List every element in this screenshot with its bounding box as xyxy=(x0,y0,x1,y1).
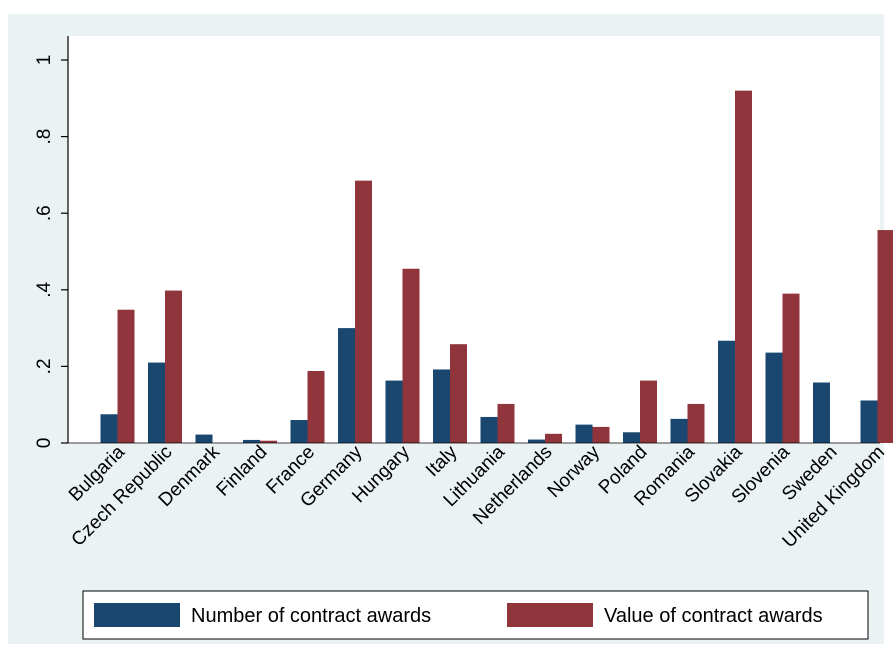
y-tick-label: .8 xyxy=(34,129,55,145)
bar-number xyxy=(386,381,403,443)
bar-number xyxy=(196,435,213,443)
y-tick-label: 0 xyxy=(34,438,55,449)
bar-value xyxy=(640,381,657,443)
bar-number xyxy=(481,417,498,443)
bar-value xyxy=(355,181,372,443)
bar-value xyxy=(308,371,325,443)
bar-number xyxy=(338,328,355,443)
y-tick-label: 1 xyxy=(34,55,55,66)
bar-value xyxy=(783,294,800,443)
bar-value xyxy=(165,291,182,443)
y-tick-label: .2 xyxy=(34,358,55,374)
legend-label-number: Number of contract awards xyxy=(191,605,431,627)
bar-number xyxy=(101,414,118,443)
legend-swatch-number xyxy=(94,603,180,627)
legend-label-value: Value of contract awards xyxy=(604,605,823,627)
bar-value xyxy=(403,269,420,443)
bar-number xyxy=(718,341,735,443)
bar-number xyxy=(766,353,783,443)
bar-value xyxy=(593,427,610,443)
bar-value xyxy=(118,310,135,443)
bar-number xyxy=(623,432,640,443)
legend-swatch-value xyxy=(507,603,593,627)
y-tick-label: .4 xyxy=(34,281,55,297)
bar-value xyxy=(450,344,467,443)
bar-value xyxy=(735,91,752,443)
legend: Number of contract awards Value of contr… xyxy=(83,591,868,639)
bar-number xyxy=(671,419,688,443)
bar-value xyxy=(688,404,705,443)
bar-number xyxy=(861,400,878,443)
bar-number xyxy=(813,382,830,443)
bar-number xyxy=(148,363,165,443)
y-tick-label: .6 xyxy=(34,205,55,221)
plot-area xyxy=(68,36,880,443)
bar-value xyxy=(498,404,515,443)
bar-value xyxy=(545,434,562,443)
bar-number xyxy=(576,425,593,443)
bar-number xyxy=(433,369,450,443)
bar-value xyxy=(878,230,893,443)
bar-number xyxy=(291,420,308,443)
